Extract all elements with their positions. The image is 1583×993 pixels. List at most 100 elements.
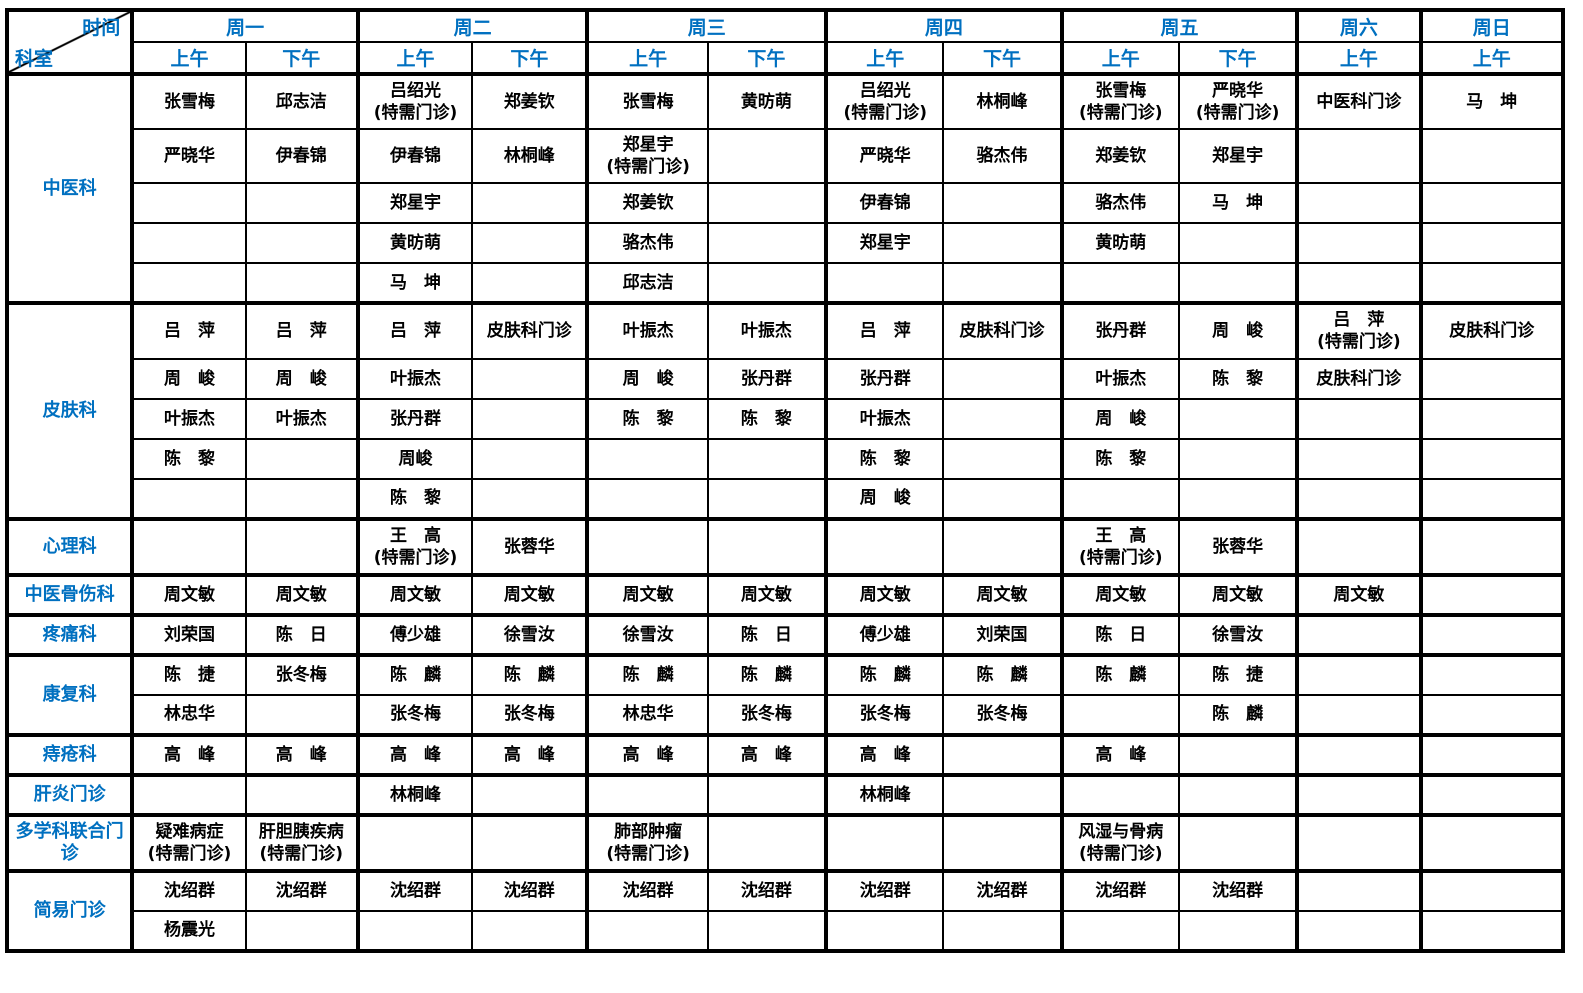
schedule-cell: 高 峰 bbox=[131, 732, 247, 776]
schedule-cell: 徐雪汝 bbox=[471, 612, 589, 656]
schedule-cell: 沈绍群 bbox=[355, 868, 474, 912]
schedule-header: 时间 科室 周一 周二 周三 周四 周五 周六 周日 上午 下午 上午 下午 上午 下午 上午 下午 上午 下午 上午… bbox=[5, 9, 1565, 76]
schedule-cell bbox=[942, 397, 1063, 440]
schedule-cell: 周文敏 bbox=[131, 572, 247, 616]
schedule-cell bbox=[942, 222, 1063, 265]
schedule-cell bbox=[1177, 437, 1299, 480]
schedule-cell: 中医科门诊 bbox=[1295, 71, 1422, 131]
department-cell: 中医骨伤科 bbox=[5, 572, 135, 616]
schedule-cell: 陈 黎 bbox=[1059, 437, 1180, 480]
schedule-cell bbox=[706, 222, 828, 265]
schedule-cell: 陈 黎 bbox=[706, 397, 828, 440]
schedule-cell: 风湿与骨病 (特需门诊) bbox=[1059, 812, 1180, 872]
department-cell: 简易门诊 bbox=[5, 868, 135, 952]
schedule-cell: 傅少雄 bbox=[355, 612, 474, 656]
day-header: 周四 bbox=[824, 9, 1063, 43]
schedule-cell bbox=[1418, 477, 1565, 520]
schedule-cell: 郑星宇 bbox=[824, 222, 945, 265]
department-cell: 肝炎门诊 bbox=[5, 772, 135, 816]
schedule-cell bbox=[471, 909, 589, 952]
schedule-cell: 叶振杰 bbox=[131, 397, 247, 440]
schedule-cell bbox=[1418, 516, 1565, 576]
schedule-cell: 沈绍群 bbox=[585, 868, 709, 912]
schedule-row: 叶振杰 叶振杰 张丹群陈 黎陈 黎叶振杰周 峻 bbox=[7, 397, 1565, 440]
schedule-body: 中医科 张雪梅 邱志洁 吕绍光 (特需门诊) 郑姜钦 张雪梅 黄昉萌 吕绍光 (特需门诊) 林桐… bbox=[5, 71, 1565, 952]
schedule-cell: 高 峰 bbox=[244, 732, 359, 776]
slot-header-row: 上午 下午 上午 下午 上午 下午 上午 下午 上午 下午 上午 上午 bbox=[7, 41, 1565, 76]
schedule-cell bbox=[1418, 772, 1565, 816]
day-header: 周日 bbox=[1418, 9, 1565, 43]
schedule-cell: 张丹群 bbox=[706, 357, 828, 400]
schedule-cell bbox=[1418, 693, 1565, 736]
schedule-cell bbox=[1418, 868, 1565, 912]
schedule-row: 马 坤 邱志洁 bbox=[7, 262, 1565, 305]
schedule-cell: 吕 萍 (特需门诊) bbox=[1295, 301, 1422, 360]
schedule-cell bbox=[244, 222, 359, 265]
slot-header: 上午 bbox=[585, 41, 709, 76]
schedule-cell: 周文敏 bbox=[471, 572, 589, 616]
schedule-cell: 徐雪汝 bbox=[585, 612, 709, 656]
schedule-cell bbox=[706, 128, 828, 185]
schedule-cell: 郑星宇 bbox=[1177, 128, 1299, 185]
schedule-row: 中医科 张雪梅 邱志洁 吕绍光 (特需门诊) 郑姜钦 张雪梅 黄昉萌 吕绍光 (特需门诊) 林桐… bbox=[5, 71, 1565, 305]
schedule-row: 痔疮科高 峰高 峰高 峰高 峰高 峰高 峰高 峰高 峰 bbox=[5, 732, 1565, 776]
schedule-cell: 马 坤 bbox=[1177, 182, 1299, 225]
schedule-cell bbox=[942, 262, 1063, 305]
schedule-cell bbox=[942, 909, 1063, 952]
corner-department-label: 科室 bbox=[15, 48, 54, 70]
schedule-row: 中医骨伤科 周文敏 周文敏 周文敏 周文敏 周文敏 周文敏 周文敏 周文敏 周文敏 周文敏 周文敏 bbox=[5, 572, 1565, 616]
schedule-cell: 刘荣国 bbox=[131, 612, 247, 656]
schedule-cell: 高 峰 bbox=[355, 732, 474, 776]
schedule-cell bbox=[471, 182, 589, 225]
schedule-cell: 陈 麟 bbox=[942, 652, 1063, 696]
schedule-cell bbox=[706, 516, 828, 576]
schedule-cell bbox=[1059, 477, 1180, 520]
schedule-cell: 林忠华 bbox=[585, 693, 709, 736]
schedule-row: 郑星宇 郑姜钦 伊春锦 骆杰伟马 坤 bbox=[7, 182, 1565, 225]
day-header: 周三 bbox=[585, 9, 828, 43]
department-cell: 康复科 bbox=[5, 652, 135, 736]
slot-header: 上午 bbox=[355, 41, 474, 76]
schedule-cell: 吕绍光 (特需门诊) bbox=[824, 71, 945, 131]
schedule-cell bbox=[585, 477, 709, 520]
schedule-cell bbox=[131, 222, 247, 265]
schedule-row: 多学科联合门诊 疑难病症 (特需门诊) 肝胆胰疾病 (特需门诊) 肺部肿瘤 (特需门诊… bbox=[5, 812, 1565, 872]
schedule-cell bbox=[244, 772, 359, 816]
schedule-cell: 陈 麟 bbox=[355, 652, 474, 696]
schedule-cell bbox=[706, 772, 828, 816]
slot-header: 上午 bbox=[130, 41, 247, 76]
day-header-row: 时间 科室 周一 周二 周三 周四 周五 周六 周日 bbox=[5, 9, 1565, 76]
schedule-cell: 邱志洁 bbox=[585, 262, 709, 305]
schedule-cell bbox=[244, 437, 359, 480]
schedule-cell bbox=[1295, 516, 1422, 576]
schedule-cell bbox=[706, 182, 828, 225]
schedule-cell: 高 峰 bbox=[471, 732, 589, 776]
schedule-cell bbox=[1418, 732, 1565, 776]
schedule-cell bbox=[1418, 812, 1565, 872]
schedule-cell: 伊春锦 bbox=[244, 128, 359, 185]
schedule-cell bbox=[1177, 732, 1299, 776]
schedule-cell bbox=[585, 909, 709, 952]
day-header: 周五 bbox=[1059, 9, 1299, 43]
schedule-cell bbox=[1418, 262, 1565, 305]
schedule-cell: 皮肤科门诊 bbox=[471, 301, 589, 360]
schedule-cell bbox=[471, 397, 589, 440]
schedule-cell: 徐雪汝 bbox=[1177, 612, 1299, 656]
schedule-cell bbox=[355, 812, 474, 872]
schedule-cell bbox=[1418, 222, 1565, 265]
schedule-cell: 吕绍光 (特需门诊) bbox=[355, 71, 474, 131]
schedule-cell: 傅少雄 bbox=[824, 612, 945, 656]
schedule-cell bbox=[1418, 612, 1565, 656]
schedule-cell: 周文敏 bbox=[244, 572, 359, 616]
schedule-cell bbox=[1418, 909, 1565, 952]
schedule-cell: 沈绍群 bbox=[824, 868, 945, 912]
schedule-cell bbox=[1295, 693, 1422, 736]
schedule-cell bbox=[824, 262, 945, 305]
schedule-cell bbox=[1059, 772, 1180, 816]
schedule-cell: 马 坤 bbox=[1418, 71, 1565, 131]
schedule-cell bbox=[471, 812, 589, 872]
schedule-cell: 皮肤科门诊 bbox=[942, 301, 1063, 360]
schedule-cell bbox=[471, 262, 589, 305]
schedule-cell: 吕 萍 bbox=[244, 301, 359, 360]
schedule-cell: 林忠华 bbox=[131, 693, 247, 736]
